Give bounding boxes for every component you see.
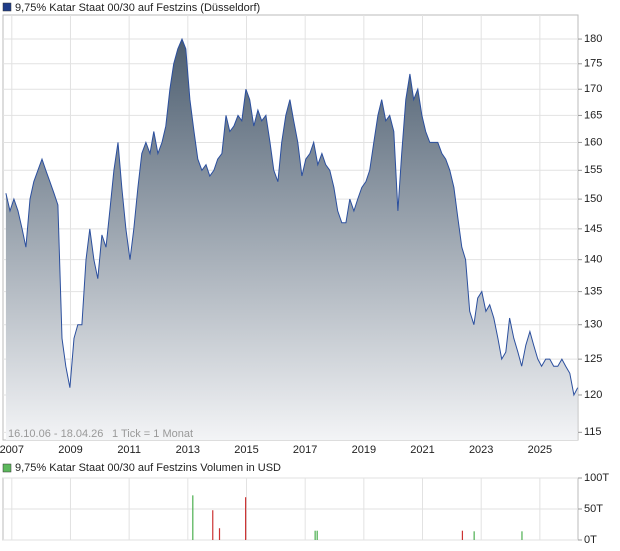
y-tick-label: 50T bbox=[584, 503, 603, 515]
volume-bar bbox=[245, 497, 247, 540]
x-tick-label: 2011 bbox=[117, 444, 141, 456]
y-tick-label: 130 bbox=[584, 319, 602, 331]
y-tick-label: 165 bbox=[584, 109, 602, 121]
x-tick-label: 2021 bbox=[410, 444, 434, 456]
y-tick-label: 160 bbox=[584, 136, 602, 148]
y-tick-label: 100T bbox=[584, 472, 609, 484]
price-line bbox=[5, 37, 579, 397]
volume-bar bbox=[192, 495, 194, 540]
y-tick-label: 150 bbox=[584, 193, 602, 205]
x-tick-label: 2007 bbox=[0, 444, 24, 456]
x-tick-label: 2017 bbox=[293, 444, 317, 456]
y-tick-label: 135 bbox=[584, 285, 602, 297]
y-tick-label: 125 bbox=[584, 353, 602, 365]
x-tick-label: 2023 bbox=[469, 444, 493, 456]
y-tick-label: 170 bbox=[584, 83, 602, 95]
x-tick-label: 2009 bbox=[58, 444, 82, 456]
y-tick-label: 155 bbox=[584, 164, 602, 176]
volume-bar bbox=[316, 530, 318, 540]
x-tick-label: 2013 bbox=[176, 444, 200, 456]
legend-swatch bbox=[2, 463, 12, 473]
y-tick-label: 120 bbox=[584, 389, 602, 401]
volume-bar bbox=[461, 530, 464, 540]
x-tick-label: 2019 bbox=[352, 444, 376, 456]
tick-note: 1 Tick = 1 Monat bbox=[112, 428, 193, 440]
x-tick-label: 2015 bbox=[234, 444, 258, 456]
y-tick-label: 175 bbox=[584, 58, 602, 70]
volume-bar bbox=[314, 530, 316, 540]
volume-bar bbox=[473, 531, 475, 540]
y-tick-label: 180 bbox=[584, 33, 602, 45]
y-tick-label: 0T bbox=[584, 534, 597, 546]
volume-title: 9,75% Katar Staat 00/30 auf Festzins Vol… bbox=[15, 462, 281, 474]
volume-bar bbox=[212, 510, 214, 540]
area-fill bbox=[5, 39, 578, 440]
legend-swatch bbox=[2, 2, 12, 12]
period-label: 16.10.06 - 18.04.26 bbox=[8, 428, 103, 440]
chart-title: 9,75% Katar Staat 00/30 auf Festzins (Dü… bbox=[15, 2, 260, 14]
volume-bar bbox=[521, 531, 523, 540]
x-tick-label: 2025 bbox=[528, 444, 552, 456]
volume-bar bbox=[218, 528, 221, 540]
y-tick-label: 115 bbox=[584, 426, 602, 438]
y-tick-label: 140 bbox=[584, 254, 602, 266]
y-tick-label: 145 bbox=[584, 223, 602, 235]
